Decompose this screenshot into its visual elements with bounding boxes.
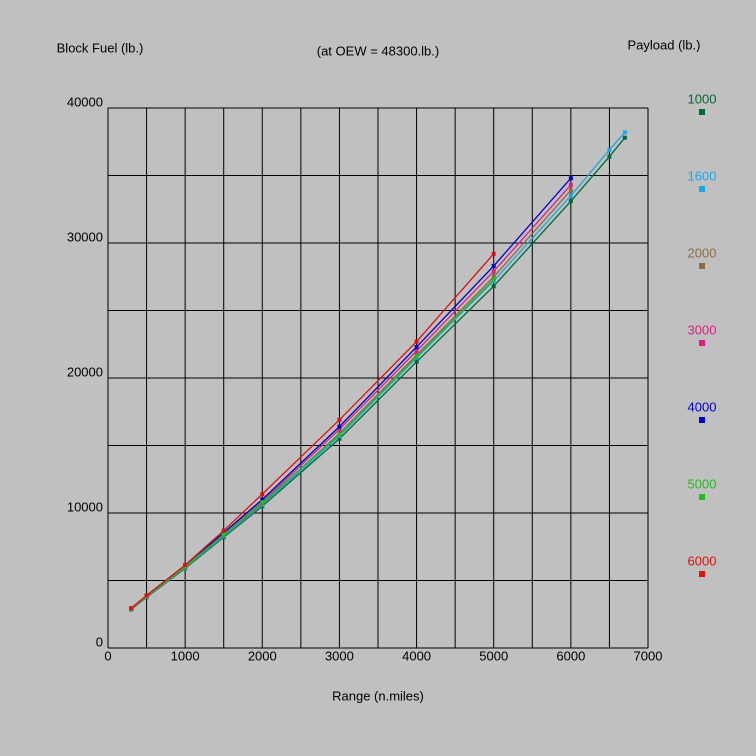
data-point [337, 424, 342, 429]
legend-swatch [699, 494, 705, 500]
y-tick-label: 0 [96, 634, 103, 649]
legend-label: 5000 [688, 476, 717, 491]
data-point [337, 436, 342, 441]
data-point [491, 251, 496, 256]
data-point [337, 432, 342, 437]
data-point [568, 199, 573, 204]
x-tick-label: 2000 [248, 648, 277, 663]
legend-swatch [699, 186, 705, 192]
data-point [568, 188, 573, 193]
data-point [491, 269, 496, 274]
data-point [144, 593, 149, 598]
legend-swatch [699, 263, 705, 269]
legend-swatch [699, 109, 705, 115]
data-point [129, 606, 134, 611]
data-point [491, 284, 496, 289]
x-axis-label: Range (n.miles) [332, 688, 424, 703]
legend-label: 2000 [688, 245, 717, 260]
data-point [260, 492, 265, 497]
data-point [607, 147, 612, 152]
data-point [414, 339, 419, 344]
y-tick-label: 20000 [67, 364, 103, 379]
chart-title: (at OEW = 48300.lb.) [317, 43, 439, 58]
y-tick-label: 30000 [67, 229, 103, 244]
y-tick-label: 10000 [67, 499, 103, 514]
data-point [221, 532, 226, 537]
legend-label: 3000 [688, 322, 717, 337]
data-point [491, 277, 496, 282]
data-point [337, 427, 342, 432]
legend-swatch [699, 340, 705, 346]
y-tick-label: 40000 [67, 94, 103, 109]
data-point [568, 176, 573, 181]
legend-label: 1600 [688, 168, 717, 183]
data-point [568, 182, 573, 187]
series-line [130, 253, 495, 609]
legend-swatch [699, 417, 705, 423]
legend-label: 6000 [688, 553, 717, 568]
data-point [607, 154, 612, 159]
data-point [622, 135, 627, 140]
data-point [337, 417, 342, 422]
legend-label: 4000 [688, 399, 717, 414]
data-point [414, 349, 419, 353]
data-point [260, 500, 265, 505]
data-point [491, 263, 496, 268]
data-point [414, 354, 419, 359]
data-point [183, 562, 188, 567]
x-tick-label: 1000 [171, 648, 200, 663]
y-axis-label: Block Fuel (lb.) [57, 40, 144, 55]
x-tick-label: 5000 [479, 648, 508, 663]
data-point [568, 193, 573, 198]
legend-swatch [699, 571, 705, 577]
data-point [491, 274, 496, 279]
data-point [221, 528, 226, 533]
legend-label: 1000 [688, 91, 717, 106]
data-point [260, 497, 265, 502]
x-tick-label: 4000 [402, 648, 431, 663]
x-tick-label: 6000 [556, 648, 585, 663]
x-tick-label: 7000 [634, 648, 663, 663]
data-point [414, 359, 419, 364]
x-tick-label: 3000 [325, 648, 354, 663]
data-point [414, 344, 419, 349]
data-point [221, 530, 226, 535]
data-point [622, 130, 627, 135]
x-tick-label: 0 [104, 648, 111, 663]
legend-title: Payload (lb.) [628, 37, 701, 52]
